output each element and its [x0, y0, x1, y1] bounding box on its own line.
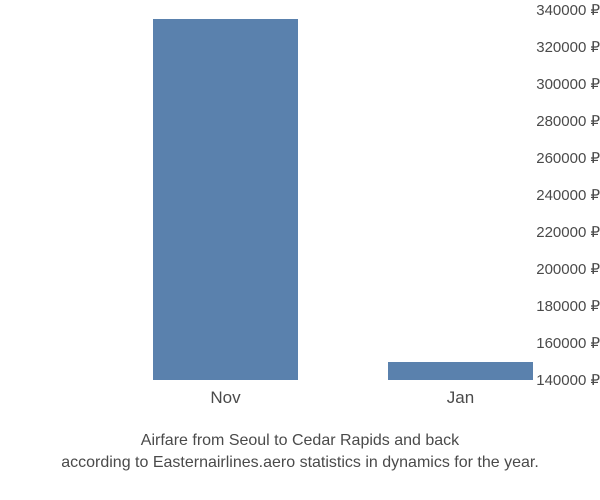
y-tick-label: 280000 ₽ — [500, 112, 600, 130]
y-tick-label: 300000 ₽ — [500, 75, 600, 93]
y-tick-label: 200000 ₽ — [500, 260, 600, 278]
airfare-bar-chart: 140000 ₽ 160000 ₽ 180000 ₽ 200000 ₽ 220000 ₽… — [0, 0, 600, 500]
x-tick-label: Jan — [447, 388, 474, 408]
x-tick-label: Nov — [210, 388, 240, 408]
chart-caption: Airfare from Seoul to Cedar Rapids and b… — [0, 430, 600, 473]
y-tick-label: 320000 ₽ — [500, 38, 600, 56]
caption-line-1: Airfare from Seoul to Cedar Rapids and b… — [0, 430, 600, 452]
y-tick-label: 220000 ₽ — [500, 223, 600, 241]
y-tick-label: 340000 ₽ — [500, 1, 600, 19]
y-tick-label: 140000 ₽ — [500, 371, 600, 389]
y-tick-label: 240000 ₽ — [500, 186, 600, 204]
y-tick-label: 260000 ₽ — [500, 149, 600, 167]
bar-nov — [153, 19, 299, 380]
caption-line-2: according to Easternairlines.aero statis… — [0, 452, 600, 474]
y-tick-label: 180000 ₽ — [500, 297, 600, 315]
y-tick-label: 160000 ₽ — [500, 334, 600, 352]
